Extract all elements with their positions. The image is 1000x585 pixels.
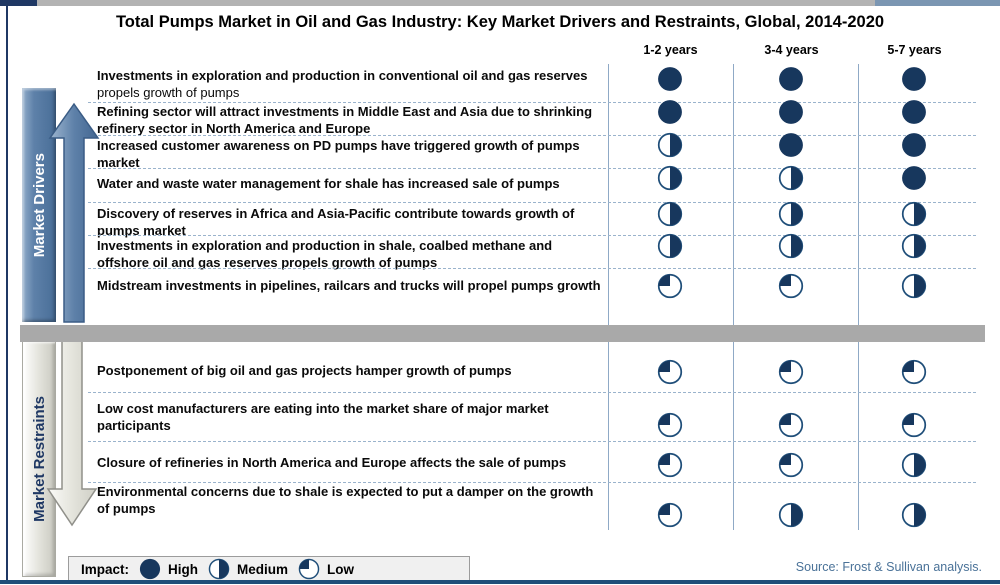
column-divider-line (858, 64, 859, 530)
table-row-text: Environmental concerns due to shale is e… (97, 484, 594, 516)
legend-item-high: High (139, 558, 198, 580)
table-row-text: Increased customer awareness on PD pumps… (97, 138, 580, 170)
impact-ball-high (657, 99, 683, 125)
row-divider-dashed-line (88, 168, 976, 169)
impact-ball-high (901, 99, 927, 125)
impact-ball-high (901, 66, 927, 92)
row-divider-dashed-line (88, 392, 976, 393)
down-arrow-icon (46, 339, 98, 527)
impact-ball-medium (778, 233, 804, 259)
impact-ball-high (901, 132, 927, 158)
row-divider-dashed-line (88, 135, 976, 136)
impact-ball-high (778, 132, 804, 158)
column-header-1-2-years: 1-2 years (643, 43, 698, 57)
legend-item-low: Low (298, 558, 354, 580)
legend-title: Impact: (81, 561, 130, 577)
legend-label: Low (327, 561, 355, 577)
table-row-text: Postponement of big oil and gas projects… (97, 363, 512, 378)
market-drivers-label: Market Drivers (30, 152, 48, 258)
impact-ball-medium (778, 201, 804, 227)
impact-ball-low (778, 359, 804, 385)
impact-ball-medium (901, 273, 927, 299)
row-divider-dashed-line (88, 102, 976, 103)
impact-ball-medium (657, 165, 683, 191)
impact-ball-medium (901, 452, 927, 478)
impact-ball-high (778, 99, 804, 125)
table-row-text: Investments in exploration and productio… (97, 68, 588, 100)
impact-ball-high (778, 66, 804, 92)
column-header-5-7-years: 5-7 years (887, 43, 942, 57)
table-row-text: Midstream investments in pipelines, rail… (97, 278, 601, 293)
page-title: Total Pumps Market in Oil and Gas Indust… (115, 13, 885, 31)
legend-ball-low-icon (298, 558, 320, 580)
impact-ball-low (901, 412, 927, 438)
impact-ball-low (657, 452, 683, 478)
legend-ball-high-icon (139, 558, 161, 580)
impact-ball-low (778, 412, 804, 438)
bottom-border-line (0, 580, 1000, 584)
impact-ball-low (901, 359, 927, 385)
impact-ball-medium (901, 502, 927, 528)
legend-item-medium: Medium (208, 558, 288, 580)
impact-ball-low (657, 359, 683, 385)
table-row-text: Closure of refineries in North America a… (97, 455, 567, 470)
impact-ball-medium (657, 132, 683, 158)
impact-ball-low (778, 273, 804, 299)
table-row-text: Refining sector will attract investments… (97, 104, 593, 136)
table-row-text: Low cost manufacturers are eating into t… (97, 401, 549, 433)
impact-ball-medium (778, 165, 804, 191)
impact-ball-medium (778, 502, 804, 528)
legend-label: High (168, 561, 199, 577)
market-restraints-bar: Market Restraints (22, 340, 56, 577)
impact-ball-low (657, 412, 683, 438)
column-divider-line (608, 64, 609, 530)
legend-items: High Medium Low (139, 558, 354, 580)
source-note: Source: Frost & Sullivan analysis. (795, 560, 982, 574)
column-divider-line (733, 64, 734, 530)
top-border-gray-segment (37, 0, 875, 6)
impact-ball-low (657, 273, 683, 299)
legend-ball-medium-icon (208, 558, 230, 580)
impact-legend: Impact: High Medium Low (68, 556, 470, 582)
top-border-navy-segment (0, 0, 37, 6)
impact-ball-medium (901, 201, 927, 227)
impact-ball-high (657, 66, 683, 92)
impact-ball-low (657, 502, 683, 528)
column-header-3-4-years: 3-4 years (764, 43, 819, 57)
impact-ball-medium (657, 201, 683, 227)
row-divider-dashed-line (88, 268, 976, 269)
row-divider-dashed-line (88, 441, 976, 442)
legend-label: Medium (237, 561, 289, 577)
impact-ball-medium (657, 233, 683, 259)
row-divider-dashed-line (88, 235, 976, 236)
market-drivers-bar: Market Drivers (22, 88, 56, 322)
market-restraints-label: Market Restraints (30, 395, 48, 522)
impact-ball-medium (901, 233, 927, 259)
impact-ball-low (778, 452, 804, 478)
table-row-text: Discovery of reserves in Africa and Asia… (97, 206, 575, 238)
table-row-text: Water and waste water management for sha… (97, 176, 560, 191)
table-row-text: Investments in exploration and productio… (97, 238, 553, 270)
up-arrow-icon (48, 102, 100, 323)
section-divider-bar (20, 325, 985, 342)
top-border-blue-segment (875, 0, 1000, 6)
row-divider-dashed-line (88, 482, 976, 483)
row-divider-dashed-line (88, 202, 976, 203)
left-border-line (6, 4, 8, 580)
impact-ball-high (901, 165, 927, 191)
